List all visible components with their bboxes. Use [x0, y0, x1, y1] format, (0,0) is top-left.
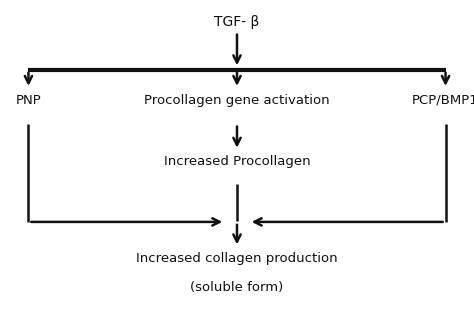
- Text: PNP: PNP: [16, 94, 41, 107]
- Text: Procollagen gene activation: Procollagen gene activation: [144, 94, 330, 107]
- Text: TGF- β: TGF- β: [214, 15, 260, 29]
- Text: Increased Procollagen: Increased Procollagen: [164, 155, 310, 168]
- Text: (soluble form): (soluble form): [191, 281, 283, 294]
- Text: PCP/BMP1: PCP/BMP1: [412, 94, 474, 107]
- Text: Increased collagen production: Increased collagen production: [136, 252, 338, 265]
